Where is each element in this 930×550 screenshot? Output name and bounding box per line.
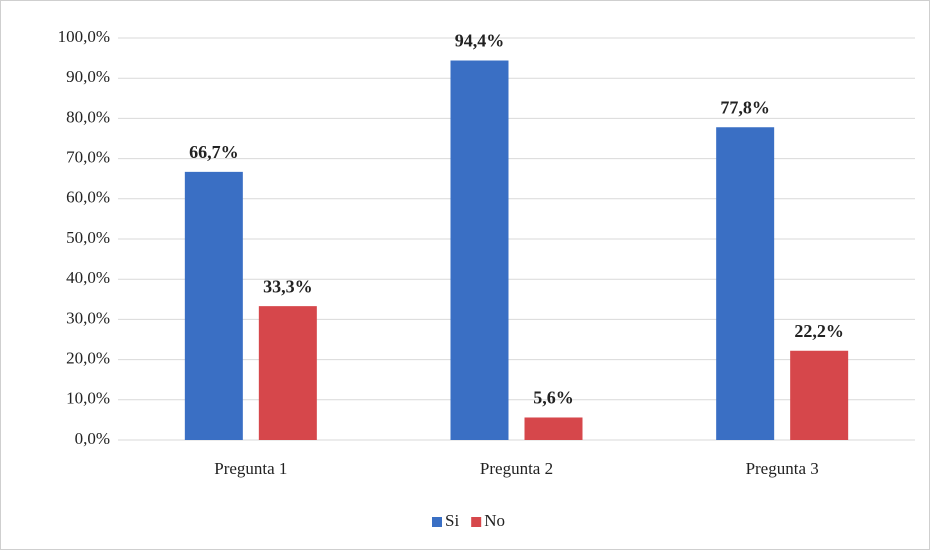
y-tick-label: 60,0%	[66, 188, 110, 207]
bar	[716, 127, 775, 440]
legend-label: Si	[445, 511, 459, 530]
y-tick-label: 70,0%	[66, 148, 110, 167]
y-tick-label: 80,0%	[66, 107, 110, 126]
legend-swatch	[432, 517, 442, 527]
value-label: 66,7%	[189, 142, 239, 162]
value-label: 22,2%	[794, 321, 844, 341]
y-tick-label: 20,0%	[66, 349, 110, 368]
y-tick-label: 30,0%	[66, 308, 110, 327]
value-label: 94,4%	[455, 31, 505, 51]
value-label: 77,8%	[720, 97, 770, 117]
legend-swatch	[471, 517, 482, 527]
value-label: 33,3%	[263, 276, 313, 296]
y-tick-label: 10,0%	[66, 389, 110, 408]
x-tick-label: Pregunta 2	[480, 459, 553, 478]
bar	[258, 306, 317, 440]
y-tick-label: 100,0%	[58, 27, 110, 46]
bar	[790, 350, 849, 440]
y-tick-label: 0,0%	[75, 429, 110, 448]
x-tick-label: Pregunta 1	[214, 459, 287, 478]
y-tick-label: 50,0%	[66, 228, 110, 247]
legend-label: No	[484, 511, 505, 530]
value-label: 5,6%	[533, 388, 574, 408]
y-tick-label: 90,0%	[66, 67, 110, 86]
bar	[524, 417, 583, 440]
y-tick-label: 40,0%	[66, 268, 110, 287]
bar	[184, 171, 243, 440]
bar	[450, 60, 509, 441]
x-tick-label: Pregunta 3	[746, 459, 819, 478]
